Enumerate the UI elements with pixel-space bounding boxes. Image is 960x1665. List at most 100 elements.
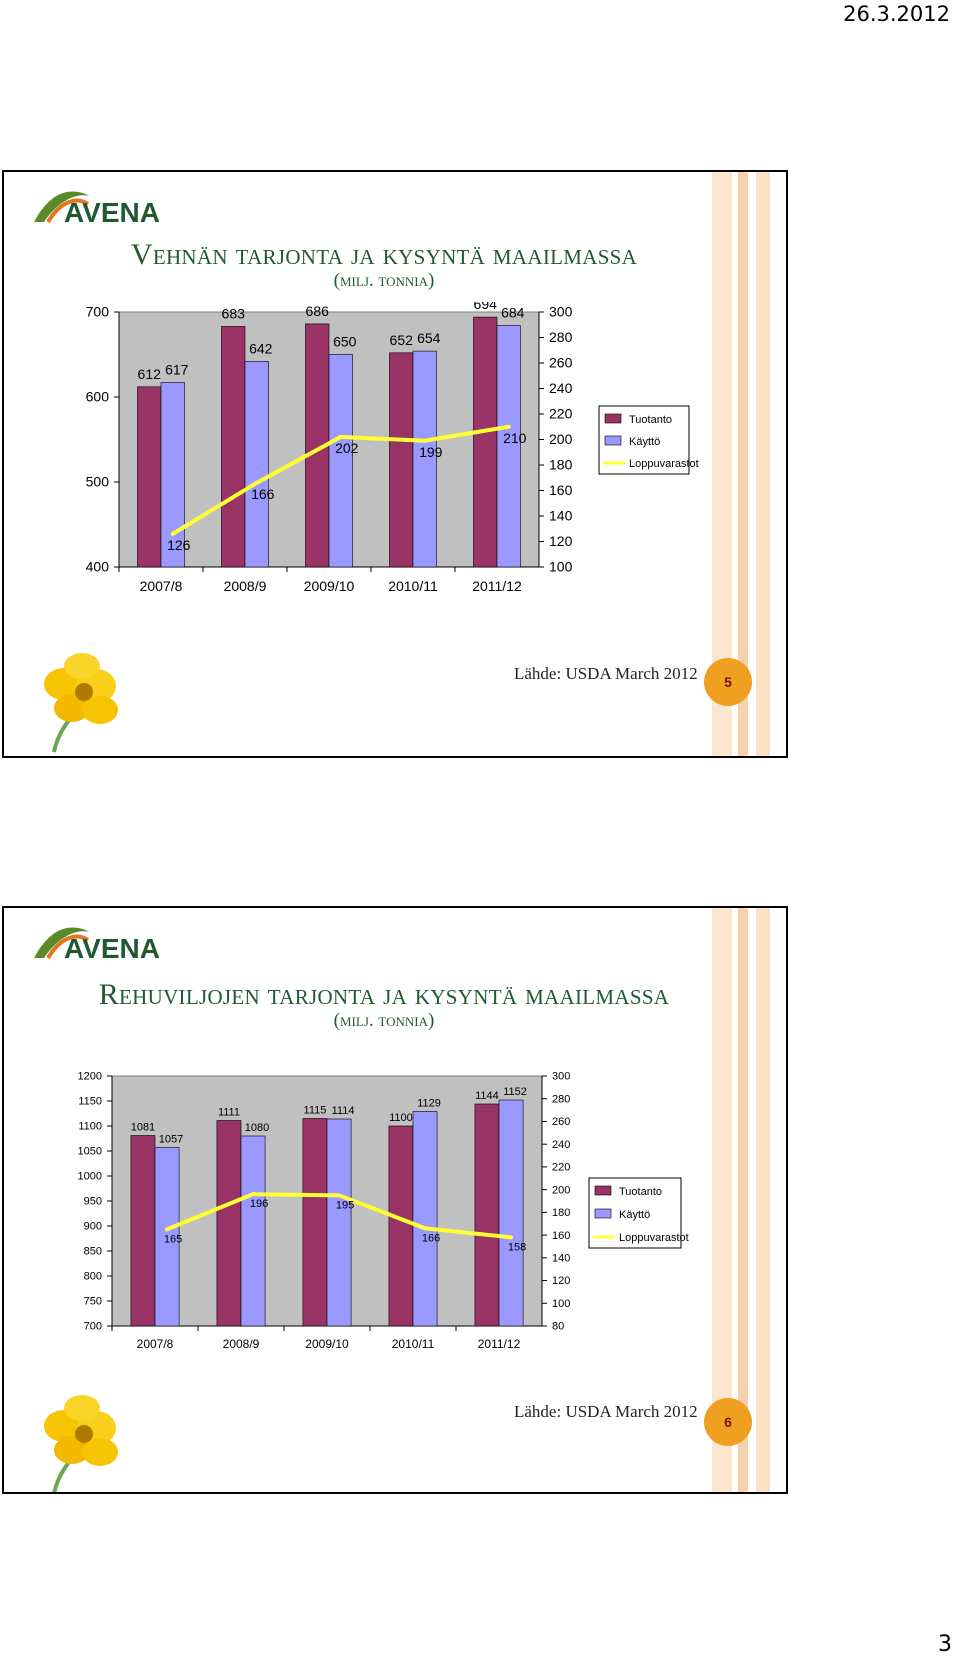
x-tick-label: 2007/8 <box>137 1337 174 1351</box>
bar-production <box>474 1103 500 1327</box>
data-label-production: 652 <box>390 332 414 348</box>
page-number: 3 <box>938 1632 952 1657</box>
data-label-use: 642 <box>249 340 273 356</box>
y-tick-label-right: 240 <box>552 1139 570 1151</box>
y-tick-label-right: 180 <box>552 1207 570 1219</box>
data-label-stocks: 126 <box>167 537 191 553</box>
data-label-production: 1144 <box>475 1090 499 1102</box>
page-date: 26.3.2012 <box>843 2 950 26</box>
bar-production <box>221 326 246 568</box>
y-tick-label-right: 220 <box>549 406 573 422</box>
slide-title: Rehuviljojen tarjonta ja kysyntä maailma… <box>98 978 670 1011</box>
data-label-use: 684 <box>501 305 525 321</box>
slide-wheat: AVENA Vehnän tarjonta ja kysyntä maailma… <box>2 170 788 758</box>
point-stocks <box>254 480 259 485</box>
y-tick-label-right: 160 <box>549 482 573 498</box>
y-tick-label-right: 140 <box>552 1252 570 1264</box>
legend-label: Tuotanto <box>619 1186 662 1198</box>
point-stocks <box>422 438 427 443</box>
point-stocks <box>506 424 511 429</box>
slide-stripe <box>756 172 770 756</box>
data-label-stocks: 165 <box>164 1233 182 1245</box>
data-label-stocks: 166 <box>251 486 275 502</box>
slide-stripe <box>712 908 732 1492</box>
bar-use <box>412 350 437 568</box>
slide-number-badge: 6 <box>704 1398 752 1446</box>
y-tick-label-left: 750 <box>84 1296 102 1308</box>
y-tick-label-left: 400 <box>86 559 110 575</box>
point-stocks <box>509 1235 514 1240</box>
y-tick-label-right: 160 <box>552 1230 570 1242</box>
data-label-stocks: 202 <box>335 440 359 456</box>
flower-decoration <box>44 1395 118 1492</box>
y-tick-label-right: 100 <box>549 559 573 575</box>
point-stocks <box>165 1227 170 1232</box>
slide-stripe <box>712 172 732 756</box>
y-tick-label-left: 900 <box>84 1221 102 1233</box>
x-tick-label: 2008/9 <box>223 1337 260 1351</box>
wheat-chart: 400 500 600 700 100 120 140 160 180 200 220 240 260 2… <box>86 302 699 594</box>
legend-label: Loppuvarastot <box>619 1232 689 1244</box>
legend-label: Loppuvarastot <box>629 458 699 470</box>
source-note: Lähde: USDA March 2012 <box>514 664 698 683</box>
bar-use <box>154 1147 180 1327</box>
data-label-stocks: 199 <box>419 444 443 460</box>
y-tick-label-left: 700 <box>86 304 110 320</box>
data-label-production: 1081 <box>131 1122 155 1134</box>
slide-stripe <box>738 172 748 756</box>
slide-subtitle: (milj. tonnia) <box>333 1010 435 1031</box>
bar-use <box>496 325 521 568</box>
legend-swatch <box>604 413 622 424</box>
y-tick-label-right: 120 <box>552 1275 570 1287</box>
y-tick-label-right: 140 <box>549 508 573 524</box>
data-label-production: 1111 <box>218 1107 240 1119</box>
data-label-production: 612 <box>138 366 162 382</box>
y-tick-label-left: 500 <box>86 474 110 490</box>
y-tick-label-left: 1100 <box>78 1121 102 1133</box>
y-tick-label-right: 260 <box>552 1116 570 1128</box>
x-tick-label: 2009/10 <box>304 578 355 594</box>
y-tick-label-left: 700 <box>84 1321 102 1333</box>
slide-number-badge: 5 <box>704 658 752 706</box>
slide-subtitle: (milj. tonnia) <box>333 270 435 291</box>
data-label-use: 1080 <box>245 1122 269 1134</box>
data-label-production: 683 <box>222 305 246 321</box>
point-stocks <box>337 1193 342 1198</box>
y-tick-label-left: 1150 <box>78 1096 102 1108</box>
data-label-stocks: 210 <box>503 430 527 446</box>
point-stocks <box>338 434 343 439</box>
bar-production <box>389 352 414 568</box>
data-label-stocks: 158 <box>508 1241 526 1253</box>
legend-label: Käyttö <box>629 436 660 448</box>
bar-production <box>473 316 498 568</box>
y-tick-label-left: 850 <box>84 1246 102 1258</box>
legend-swatch <box>594 1208 612 1219</box>
legend-swatch <box>594 1185 612 1196</box>
point-stocks <box>423 1226 428 1231</box>
y-tick-label-right: 180 <box>549 457 573 473</box>
y-tick-label-right: 240 <box>549 380 573 396</box>
data-label-use: 650 <box>333 334 357 350</box>
slide-title: Vehnän tarjonta ja kysyntä maailmassa <box>130 238 638 271</box>
legend-label: Käyttö <box>619 1209 650 1221</box>
avena-logo: AVENA <box>34 191 160 228</box>
source-note: Lähde: USDA March 2012 <box>514 1402 698 1421</box>
y-tick-label-right: 220 <box>552 1162 570 1174</box>
x-tick-label: 2010/11 <box>388 578 438 594</box>
avena-logo: AVENA <box>34 927 160 964</box>
legend-label: Tuotanto <box>629 414 672 426</box>
y-tick-label-right: 200 <box>549 431 573 447</box>
bar-production <box>137 386 162 568</box>
data-label-use: 1057 <box>159 1134 183 1146</box>
data-label-use: 1129 <box>417 1098 441 1110</box>
legend-swatch <box>604 435 622 446</box>
x-tick-label: 2007/8 <box>140 578 183 594</box>
flower-decoration <box>44 653 118 753</box>
y-tick-label-right: 280 <box>552 1093 570 1105</box>
x-tick-label: 2010/11 <box>392 1337 435 1351</box>
y-tick-label-left: 600 <box>86 389 110 405</box>
y-tick-label-left: 1050 <box>78 1146 102 1158</box>
data-label-use: 1114 <box>332 1105 355 1117</box>
slide-stripe <box>756 908 770 1492</box>
y-tick-label-left: 800 <box>84 1271 102 1283</box>
